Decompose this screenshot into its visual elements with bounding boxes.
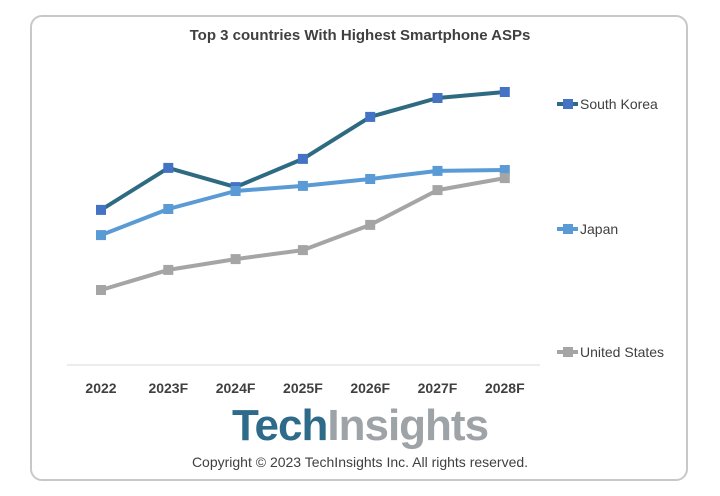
- data-point: [163, 204, 174, 214]
- x-tick-label: 2023F: [148, 380, 188, 396]
- data-point: [163, 264, 174, 275]
- series-line: [99, 90, 505, 212]
- legend-marker: [563, 347, 573, 357]
- chart-frame: [30, 15, 688, 481]
- data-point: [230, 186, 241, 196]
- x-tick-label: 2022: [85, 380, 116, 396]
- techinsights-logo: TechInsights: [0, 401, 720, 451]
- legend-label: South Korea: [580, 96, 658, 112]
- data-point: [297, 245, 308, 256]
- legend-marker: [563, 99, 573, 109]
- data-point: [432, 165, 443, 176]
- data-point: [163, 162, 174, 173]
- legend-label: Japan: [580, 221, 618, 237]
- x-tick-label: 2026F: [350, 380, 390, 396]
- data-point: [365, 174, 376, 184]
- data-point: [499, 165, 510, 175]
- x-tick-label: 2027F: [418, 380, 458, 396]
- data-point: [96, 230, 106, 241]
- data-point: [499, 173, 510, 184]
- data-point: [365, 111, 376, 122]
- x-tick-label: 2028F: [485, 380, 525, 396]
- x-tick-label: 2025F: [283, 380, 323, 396]
- data-point: [297, 153, 308, 164]
- data-point: [96, 204, 106, 215]
- data-point: [96, 285, 106, 295]
- data-point: [499, 87, 510, 97]
- data-point: [365, 219, 376, 230]
- legend-marker: [563, 224, 573, 234]
- logo-part-tech: Tech: [231, 401, 328, 450]
- copyright-text: Copyright © 2023 TechInsights Inc. All r…: [191, 454, 529, 470]
- data-point: [297, 180, 308, 191]
- series-line: [100, 176, 506, 292]
- data-point: [230, 254, 241, 265]
- data-point: [432, 93, 443, 103]
- series-line: [100, 168, 505, 237]
- chart-title: Top 3 countries With Highest Smartphone …: [189, 27, 531, 44]
- data-point: [432, 185, 443, 196]
- logo-part-insights: Insights: [327, 401, 489, 450]
- x-tick-label: 2024F: [216, 380, 256, 396]
- legend-label: United States: [580, 344, 664, 360]
